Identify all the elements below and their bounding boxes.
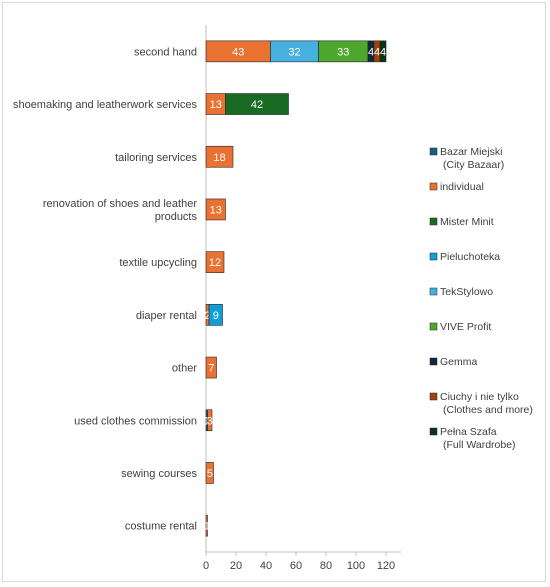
legend-label: Pełna Szafa (Full Wardrobe)	[440, 426, 516, 451]
category-label: costume rental	[125, 521, 197, 533]
bar-value-label: 2	[204, 310, 210, 322]
bar-value-label: 9	[213, 310, 219, 322]
category-label: used clothes commission	[74, 415, 197, 427]
bar-value-label: 1	[204, 415, 210, 427]
bar-segment	[205, 145, 234, 168]
bar-value-label: 12	[209, 257, 221, 269]
x-tick-label: 120	[377, 560, 395, 572]
bar-segment	[225, 93, 289, 115]
legend-label: VIVE Profit	[440, 321, 491, 333]
legend-swatch	[429, 147, 438, 156]
legend-swatch	[429, 322, 438, 331]
legend-label: individual	[440, 181, 484, 193]
chart-frame: 0 20 40 60 80 100 120 second hand 43 32 33 4 4 4 shoem…	[2, 2, 546, 582]
x-tick-label: 40	[260, 560, 272, 572]
legend-label: Bazar Miejski (City Bazaar)	[440, 146, 504, 171]
bar-value-label: 5	[207, 468, 213, 480]
bar-value-label: 1	[204, 521, 210, 533]
bar-segment	[205, 514, 208, 537]
x-tick-label: 60	[290, 560, 302, 572]
bar-value-label: 4	[380, 46, 386, 58]
category-label: shoemaking and leatherwork services	[13, 99, 198, 111]
legend-swatch	[429, 357, 438, 366]
bar-value-label: 42	[251, 99, 263, 111]
bar-value-label: 4	[374, 46, 380, 58]
category-label: tailoring services	[115, 152, 197, 164]
legend-swatch	[429, 252, 438, 261]
x-tick-label: 100	[347, 560, 365, 572]
legend-swatch	[429, 217, 438, 226]
bar-segment	[379, 40, 387, 63]
x-tick-label: 20	[230, 560, 242, 572]
category-label: textile upcycling	[119, 257, 197, 269]
bar-value-label: 32	[288, 46, 300, 58]
legend-label: Mister Minit	[440, 216, 494, 228]
bar-value-label: 18	[213, 152, 225, 164]
category-label: renovation of shoes and leather products	[43, 198, 198, 223]
bar-value-label: 43	[232, 46, 244, 58]
legend-swatch	[429, 182, 438, 191]
legend-swatch	[429, 287, 438, 296]
x-tick-label: 0	[203, 560, 209, 572]
bar-value-label: 4	[368, 46, 374, 58]
legend-label: TekStylowo	[440, 286, 493, 298]
legend-label: Pieluchoteka	[440, 251, 500, 263]
bar-segment	[205, 462, 214, 484]
bar-value-label: 13	[210, 204, 222, 216]
bar-segment	[205, 356, 217, 379]
legend-label: Gemma	[440, 356, 478, 368]
bar-segment	[205, 198, 226, 221]
bar-value-label: 33	[337, 46, 349, 58]
bar-value-label: 13	[210, 99, 222, 111]
legend-swatch	[429, 427, 438, 436]
category-label: sewing courses	[121, 468, 197, 480]
category-label: diaper rental	[136, 310, 197, 322]
category-label: other	[172, 363, 197, 375]
x-tick-label: 80	[320, 560, 332, 572]
bar-segment	[208, 304, 223, 326]
legend-label: Ciuchy i nie tylko (Clothes and more)	[440, 391, 533, 416]
bar-value-label: 7	[208, 363, 214, 375]
legend-swatch	[429, 392, 438, 401]
bar-segment	[205, 251, 225, 273]
bar-value-label: 3	[207, 415, 213, 427]
bar-segment	[207, 409, 213, 432]
category-label: second hand	[134, 46, 197, 58]
